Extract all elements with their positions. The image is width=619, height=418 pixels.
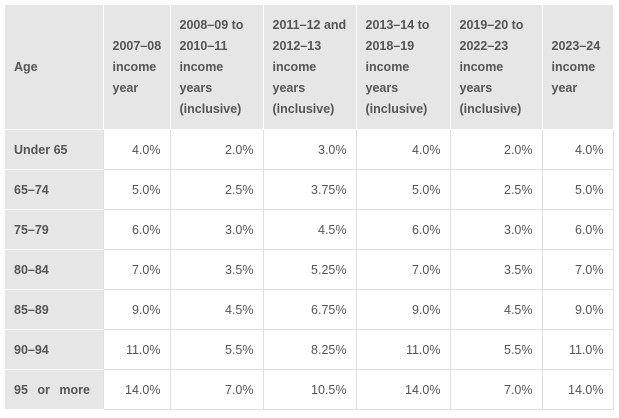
rate-cell: 3.75% — [262, 169, 356, 210]
rate-cell: 8.25% — [262, 329, 356, 370]
rate-cell: 4.5% — [262, 209, 356, 250]
rate-cell: 3.5% — [169, 249, 263, 290]
row-age-label: 90–94 — [5, 329, 103, 370]
rate-cell: 7.0% — [541, 249, 614, 290]
minimum-drawdown-table-container: Age 2007–08 income year 2008–09 to 2010–… — [5, 5, 614, 410]
rate-cell: 5.5% — [169, 329, 263, 370]
rate-cell: 2.0% — [169, 129, 263, 170]
table-row: 65–74 5.0% 2.5% 3.75% 5.0% 2.5% 5.0% — [5, 169, 614, 210]
rate-cell: 5.5% — [449, 329, 542, 370]
table-row: 90–94 11.0% 5.5% 8.25% 11.0% 5.5% 11.0% — [5, 329, 614, 370]
rate-cell: 7.0% — [355, 249, 450, 290]
header-2019-20-to-2022-23: 2019–20 to 2022–23 income years (inclusi… — [450, 5, 543, 130]
rate-cell: 4.0% — [102, 129, 170, 170]
rate-cell: 6.75% — [262, 289, 356, 330]
rate-cell: 6.0% — [102, 209, 170, 250]
rate-cell: 4.5% — [169, 289, 263, 330]
rate-cell: 9.0% — [541, 289, 614, 330]
rate-cell: 3.0% — [169, 209, 263, 250]
rate-cell: 3.0% — [262, 129, 356, 170]
rate-cell: 9.0% — [355, 289, 450, 330]
header-row: Age 2007–08 income year 2008–09 to 2010–… — [5, 5, 613, 130]
row-age-label: 80–84 — [5, 249, 103, 290]
rate-cell: 2.0% — [449, 129, 542, 170]
rate-cell: 4.0% — [355, 129, 450, 170]
rate-cell: 14.0% — [541, 369, 614, 410]
rate-cell: 14.0% — [355, 369, 450, 410]
table-body: Under 65 4.0% 2.0% 3.0% 4.0% 2.0% 4.0% 6… — [5, 129, 614, 410]
minimum-drawdown-table: Age 2007–08 income year 2008–09 to 2010–… — [5, 5, 614, 410]
table-row: 85–89 9.0% 4.5% 6.75% 9.0% 4.5% 9.0% — [5, 289, 614, 330]
rate-cell: 3.5% — [449, 249, 542, 290]
rate-cell: 11.0% — [102, 329, 170, 370]
row-age-label: 75–79 — [5, 209, 103, 250]
rate-cell: 6.0% — [355, 209, 450, 250]
rate-cell: 10.5% — [262, 369, 356, 410]
header-age: Age — [5, 5, 104, 130]
rate-cell: 7.0% — [102, 249, 170, 290]
row-age-label: 85–89 — [5, 289, 103, 330]
rate-cell: 2.5% — [169, 169, 263, 210]
rate-cell: 4.5% — [449, 289, 542, 330]
table-row: 80–84 7.0% 3.5% 5.25% 7.0% 3.5% 7.0% — [5, 249, 614, 290]
rate-cell: 9.0% — [102, 289, 170, 330]
header-2011-12-and-2012-13: 2011–12 and 2012–13 income years (inclus… — [263, 5, 357, 130]
table-row: Under 65 4.0% 2.0% 3.0% 4.0% 2.0% 4.0% — [5, 129, 614, 170]
rate-cell: 7.0% — [169, 369, 263, 410]
rate-cell: 11.0% — [355, 329, 450, 370]
rate-cell: 2.5% — [449, 169, 542, 210]
rate-cell: 3.0% — [449, 209, 542, 250]
header-2013-14-to-2018-19: 2013–14 to 2018–19 income years (inclusi… — [356, 5, 451, 130]
row-age-label: 65–74 — [5, 169, 103, 210]
table-row: 95 or more 14.0% 7.0% 10.5% 14.0% 7.0% 1… — [5, 369, 614, 410]
row-age-label: Under 65 — [5, 129, 103, 170]
table-header: Age 2007–08 income year 2008–09 to 2010–… — [5, 5, 613, 130]
table-row: 75–79 6.0% 3.0% 4.5% 6.0% 3.0% 6.0% — [5, 209, 614, 250]
rate-cell: 5.25% — [262, 249, 356, 290]
rate-cell: 5.0% — [102, 169, 170, 210]
rate-cell: 14.0% — [102, 369, 170, 410]
header-2007-08: 2007–08 income year — [103, 5, 171, 130]
rate-cell: 7.0% — [449, 369, 542, 410]
rate-cell: 11.0% — [541, 329, 614, 370]
rate-cell: 5.0% — [355, 169, 450, 210]
rate-cell: 5.0% — [541, 169, 614, 210]
header-2008-09-to-2010-11: 2008–09 to 2010–11 income years (inclusi… — [170, 5, 264, 130]
row-age-label: 95 or more — [5, 369, 103, 410]
rate-cell: 4.0% — [541, 129, 614, 170]
header-2023-24: 2023–24 income year — [542, 5, 613, 130]
rate-cell: 6.0% — [541, 209, 614, 250]
